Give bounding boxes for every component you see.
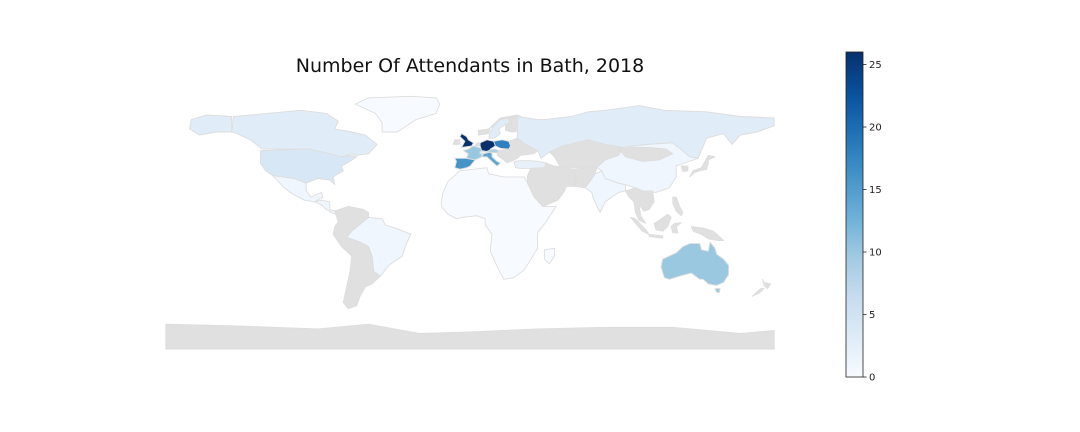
country-mexico <box>271 174 324 203</box>
country-madagascar <box>543 247 555 265</box>
country-benelux <box>474 142 481 147</box>
country-france <box>462 145 484 161</box>
country-india <box>584 170 626 214</box>
country-poland <box>493 139 512 150</box>
colorbar-tick-label: 5 <box>869 310 875 321</box>
country-new-zealand-north <box>761 278 772 290</box>
country-canada <box>231 109 378 161</box>
colorbar-tick-label: 20 <box>869 123 882 134</box>
colorbar-tick-label: 25 <box>869 60 882 71</box>
country-south-america-other <box>332 205 381 310</box>
colorbar-gradient <box>845 51 864 378</box>
country-turkey <box>513 160 547 169</box>
country-eastern-europe <box>496 137 539 164</box>
country-antarctica <box>165 323 775 350</box>
country-southeast-asia <box>625 187 655 224</box>
country-mongolia <box>618 147 674 162</box>
country-new-guinea <box>690 226 724 241</box>
colorbar-tick-label: 0 <box>869 373 875 384</box>
country-china <box>596 142 699 193</box>
country-borneo <box>653 213 672 232</box>
country-new-zealand-south <box>751 288 765 297</box>
colorbar: 0 5 10 15 20 25 <box>845 51 882 384</box>
map-land <box>165 95 775 350</box>
country-united-kingdom <box>459 133 474 148</box>
country-spain <box>454 157 476 170</box>
country-greenland <box>354 95 441 133</box>
colorbar-tick-label: 15 <box>869 185 882 196</box>
country-japan <box>689 154 716 178</box>
country-italy <box>481 151 501 167</box>
country-australia <box>660 241 730 286</box>
colorbar-tick-label: 10 <box>869 248 882 259</box>
country-alaska <box>189 114 233 136</box>
country-tasmania <box>714 288 721 293</box>
country-java <box>648 233 664 239</box>
country-ireland <box>452 139 461 145</box>
country-norway <box>477 114 522 136</box>
country-korea <box>680 165 689 172</box>
map-title: Number Of Attendants in Bath, 2018 <box>295 55 645 77</box>
country-middle-east <box>527 162 577 207</box>
country-philippines <box>672 196 684 217</box>
country-africa-other-countries <box>440 167 557 280</box>
country-sulawesi <box>670 222 682 234</box>
